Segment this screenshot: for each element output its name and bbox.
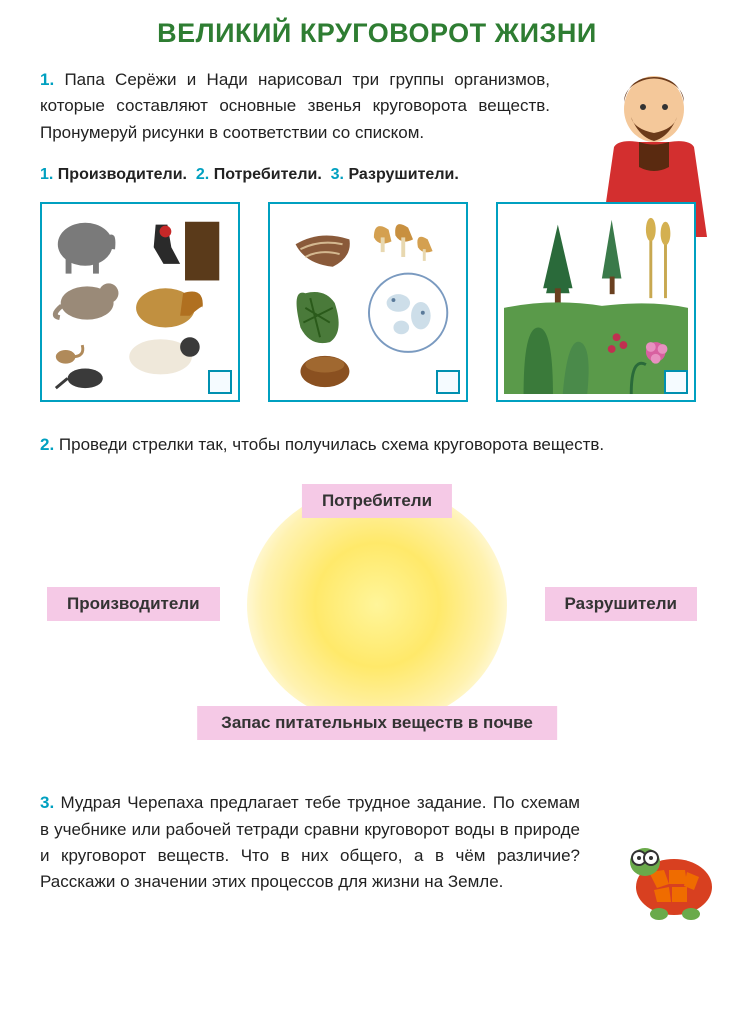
label-producers: Производители [47,587,220,621]
turtle-illustration [619,822,729,932]
q1-number: 1. [40,70,54,89]
animals-box [40,202,240,402]
question-2: 2. Проведи стрелки так, чтобы получилась… [40,432,714,458]
q2-number: 2. [40,435,54,454]
answer-box-2[interactable] [436,370,460,394]
question-1: 1. Папа Серёжи и Нади нарисовал три груп… [40,67,714,146]
sun-circle [247,485,507,725]
answer-box-1[interactable] [208,370,232,394]
fungi-box [268,202,468,402]
plants-box [496,202,696,402]
image-boxes-row [40,202,714,402]
label-decomposers: Разрушители [545,587,698,621]
label-soil-nutrients: Запас питательных веществ в почве [197,706,557,740]
q1-body: Папа Серёжи и Нади нарисовал три группы … [40,70,550,142]
cycle-diagram[interactable]: Потребители Производители Разрушители За… [67,472,687,762]
q2-body: Проведи стрелки так, чтобы получилась сх… [59,435,604,454]
question-3: 3. Мудрая Черепаха предлагает тебе трудн… [40,790,714,895]
answer-box-3[interactable] [664,370,688,394]
page-title: Великий круговорот жизни [40,18,714,49]
q3-body: Мудрая Черепаха предлагает тебе трудное … [40,793,580,891]
q3-number: 3. [40,793,54,812]
label-consumers: Потребители [302,484,452,518]
